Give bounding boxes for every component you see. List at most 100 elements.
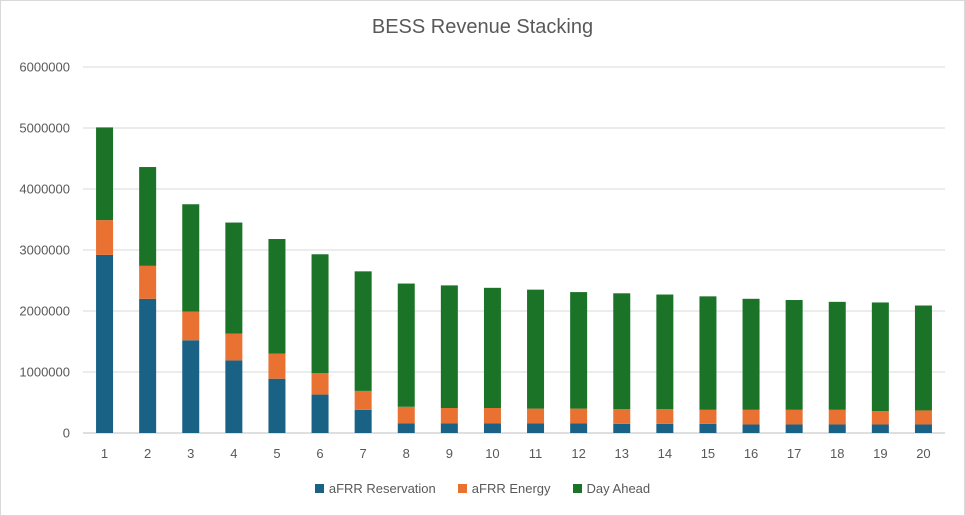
y-tick-label: 3000000 [19, 243, 70, 258]
x-tick-label: 11 [529, 446, 543, 461]
y-tick-label: 6000000 [19, 60, 70, 75]
bar-afrr-energy [613, 409, 631, 424]
legend-label-afrr-reservation: aFRR Reservation [328, 481, 436, 496]
bar-day-ahead [311, 254, 329, 374]
bar-day-ahead [96, 127, 114, 221]
x-tick-label: 3 [187, 446, 194, 461]
bar-day-ahead [871, 302, 889, 412]
legend-label-afrr-energy: aFRR Energy [471, 481, 551, 496]
bar-afrr-energy [828, 409, 846, 425]
chart-title: BESS Revenue Stacking [371, 16, 594, 38]
legend-swatch-afrr-reservation [314, 484, 324, 493]
legend-swatch-day-ahead [572, 484, 582, 493]
bar-afrr-energy [871, 411, 889, 425]
x-tick-label: 8 [403, 446, 410, 461]
bar-afrr-energy [527, 408, 545, 424]
bar-afrr-reservation [268, 378, 286, 433]
bar-afrr-energy [397, 406, 415, 424]
bar-afrr-energy [311, 373, 329, 395]
bar-day-ahead [397, 283, 415, 407]
x-tick-label: 16 [744, 446, 758, 461]
bar-afrr-reservation [785, 424, 803, 433]
bar-afrr-reservation [354, 409, 372, 433]
x-tick-label: 7 [360, 446, 367, 461]
bar-afrr-reservation [914, 424, 932, 433]
bar-afrr-energy [785, 409, 803, 425]
bar-afrr-reservation [699, 423, 717, 433]
x-tick-label: 19 [873, 446, 887, 461]
bar-day-ahead [914, 305, 932, 411]
legend-item-afrr-reservation: aFRR Reservation [314, 481, 436, 496]
bar-afrr-energy [570, 408, 588, 424]
y-tick-label: 4000000 [19, 182, 70, 197]
bar-day-ahead [785, 300, 803, 410]
x-tick-label: 12 [571, 446, 585, 461]
x-tick-label: 5 [273, 446, 280, 461]
x-tick-label: 13 [615, 446, 629, 461]
bar-afrr-reservation [742, 424, 760, 433]
bar-day-ahead [656, 294, 674, 410]
y-tick-label: 1000000 [19, 365, 70, 380]
x-tick-label: 10 [485, 446, 499, 461]
bar-afrr-reservation [182, 340, 200, 433]
bar-day-ahead [139, 167, 157, 266]
bar-afrr-energy [225, 333, 243, 361]
bar-afrr-energy [440, 407, 458, 424]
bar-afrr-energy [182, 311, 200, 341]
bar-afrr-energy [914, 410, 932, 425]
bar-day-ahead [182, 204, 200, 312]
x-tick-label: 18 [830, 446, 844, 461]
bar-afrr-reservation [96, 254, 114, 433]
chart-legend: aFRR Reservation aFRR Energy Day Ahead [0, 481, 965, 496]
bar-afrr-reservation [871, 424, 889, 433]
x-tick-label: 4 [230, 446, 237, 461]
legend-item-afrr-energy: aFRR Energy [457, 481, 551, 496]
bar-afrr-reservation [656, 423, 674, 433]
bar-day-ahead [699, 296, 717, 410]
bar-day-ahead [268, 239, 286, 354]
bar-afrr-reservation [139, 298, 157, 433]
bar-afrr-reservation [828, 424, 846, 433]
x-tick-label: 20 [916, 446, 930, 461]
bar-afrr-energy [354, 390, 372, 410]
x-tick-label: 6 [316, 446, 323, 461]
x-tick-label: 9 [446, 446, 453, 461]
bar-afrr-energy [656, 409, 674, 424]
bar-afrr-energy [96, 220, 114, 255]
bar-afrr-reservation [527, 423, 545, 433]
bar-afrr-energy [139, 265, 157, 299]
bar-day-ahead [742, 298, 760, 410]
legend-label-day-ahead: Day Ahead [586, 481, 651, 496]
bar-day-ahead [613, 293, 631, 410]
y-tick-label: 0 [63, 426, 70, 441]
bar-afrr-reservation [613, 423, 631, 433]
bar-day-ahead [828, 301, 846, 410]
bar-afrr-reservation [397, 423, 415, 433]
bar-afrr-reservation [440, 423, 458, 433]
bar-day-ahead [483, 287, 501, 408]
x-tick-label: 1 [101, 446, 108, 461]
bar-afrr-energy [483, 407, 501, 424]
bar-afrr-energy [268, 353, 286, 379]
bar-day-ahead [440, 285, 458, 408]
bar-afrr-energy [742, 409, 760, 425]
x-tick-label: 15 [701, 446, 715, 461]
x-tick-label: 14 [658, 446, 672, 461]
bar-afrr-reservation [483, 423, 501, 433]
bar-afrr-reservation [570, 423, 588, 433]
y-tick-label: 5000000 [19, 121, 70, 136]
y-tick-label: 2000000 [19, 304, 70, 319]
bar-day-ahead [354, 271, 372, 391]
legend-swatch-afrr-energy [457, 484, 467, 493]
bar-day-ahead [570, 292, 588, 409]
legend-item-day-ahead: Day Ahead [572, 481, 651, 496]
x-tick-label: 2 [144, 446, 151, 461]
bar-afrr-energy [699, 409, 717, 424]
x-tick-label: 17 [787, 446, 801, 461]
bar-day-ahead [225, 222, 243, 334]
bar-day-ahead [527, 289, 545, 409]
bar-afrr-reservation [311, 394, 329, 433]
bar-afrr-reservation [225, 360, 243, 433]
